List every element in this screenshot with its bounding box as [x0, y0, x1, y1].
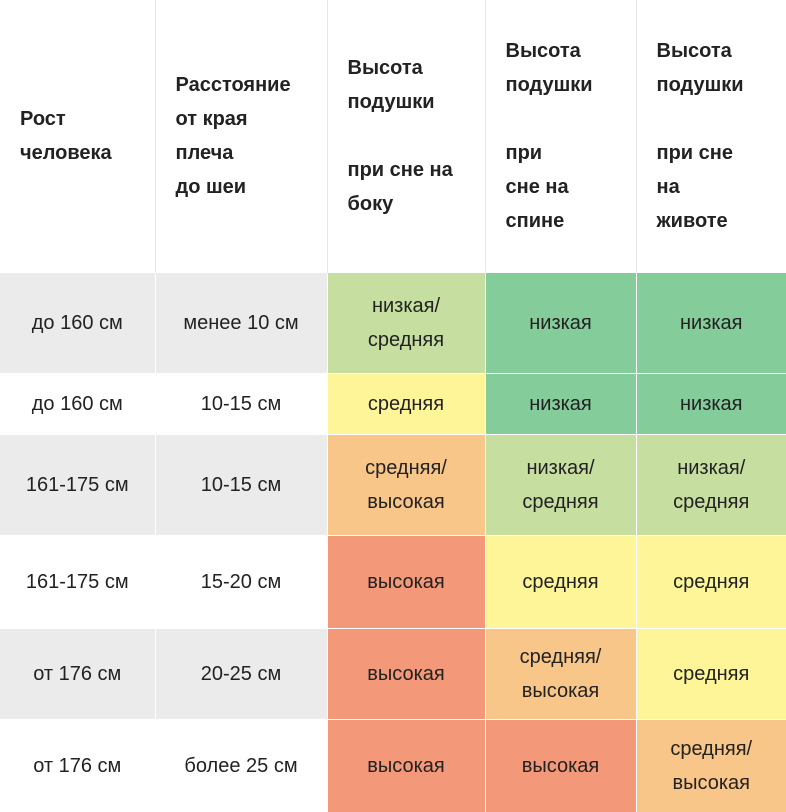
- table-row: до 160 см менее 10 см низкая/ средняя ни…: [0, 271, 786, 373]
- table-row: 161-175 см 10-15 см средняя/ высокая низ…: [0, 433, 786, 535]
- cell-back: низкая: [484, 271, 636, 373]
- cell-stomach: низкая: [635, 372, 786, 434]
- cell-side: низкая/ средняя: [326, 271, 485, 373]
- cell-side: высокая: [326, 718, 485, 812]
- table-row: от 176 см 20-25 см высокая средняя/ высо…: [0, 627, 786, 719]
- cell-height: от 176 см: [0, 718, 155, 812]
- cell-stomach: средняя: [635, 627, 786, 719]
- cell-distance: 10-15 см: [154, 372, 327, 434]
- cell-distance: 20-25 см: [154, 627, 327, 719]
- cell-stomach: низкая: [635, 271, 786, 373]
- header-distance: Расстояние от края плеча до шеи: [154, 0, 327, 272]
- cell-height: 161-175 см: [0, 534, 155, 628]
- header-side: Высота подушки при сне на боку: [326, 0, 485, 272]
- cell-height: до 160 см: [0, 372, 155, 434]
- header-stomach: Высота подушки при сне на животе: [635, 0, 786, 272]
- cell-stomach: средняя/ высокая: [635, 718, 786, 812]
- cell-side: высокая: [326, 534, 485, 628]
- cell-back: низкая/ средняя: [484, 433, 636, 535]
- cell-back: низкая: [484, 372, 636, 434]
- cell-side: средняя: [326, 372, 485, 434]
- cell-height: от 176 см: [0, 627, 155, 719]
- cell-height: до 160 см: [0, 271, 155, 373]
- cell-back: средняя: [484, 534, 636, 628]
- table-row: 161-175 см 15-20 см высокая средняя сред…: [0, 534, 786, 628]
- header-row: Рост человека Расстояние от края плеча д…: [0, 0, 786, 272]
- table-row: от 176 см более 25 см высокая высокая ср…: [0, 718, 786, 812]
- cell-back: средняя/ высокая: [484, 627, 636, 719]
- cell-distance: 15-20 см: [154, 534, 327, 628]
- cell-stomach: низкая/ средняя: [635, 433, 786, 535]
- header-height: Рост человека: [0, 0, 155, 272]
- cell-distance: более 25 см: [154, 718, 327, 812]
- header-back: Высота подушки при сне на спине: [484, 0, 636, 272]
- cell-side: средняя/ высокая: [326, 433, 485, 535]
- cell-distance: менее 10 см: [154, 271, 327, 373]
- cell-side: высокая: [326, 627, 485, 719]
- table-row: до 160 см 10-15 см средняя низкая низкая: [0, 372, 786, 434]
- cell-back: высокая: [484, 718, 636, 812]
- cell-stomach: средняя: [635, 534, 786, 628]
- cell-distance: 10-15 см: [154, 433, 327, 535]
- cell-height: 161-175 см: [0, 433, 155, 535]
